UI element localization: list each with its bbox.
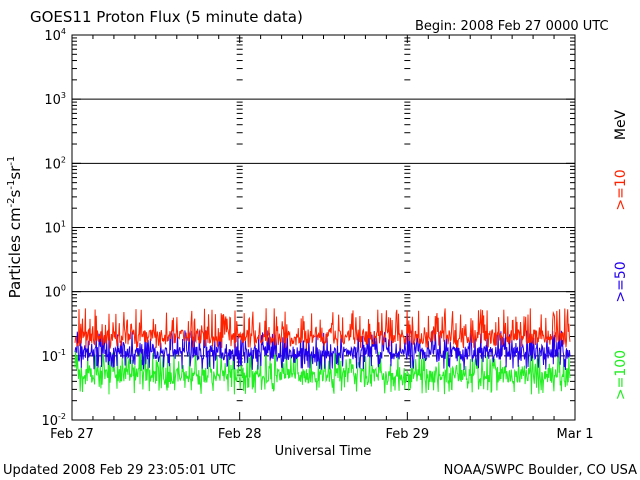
x-axis-label: Universal Time xyxy=(275,444,372,459)
series-line-ge50 xyxy=(74,329,571,371)
legend-unit: MeV xyxy=(613,109,629,140)
legend: MeV >=10 >=50 >=100 xyxy=(613,109,629,400)
chart-title: GOES11 Proton Flux (5 minute data) xyxy=(30,8,303,26)
y-tick-label: 101 xyxy=(44,220,66,237)
plot-grid xyxy=(71,34,576,421)
x-tick-label: Feb 27 xyxy=(50,427,94,442)
y-tick-label: 10-1 xyxy=(41,348,66,365)
y-tick-labels: 10-2 10-1 100 101 102 103 104 xyxy=(41,27,66,429)
y-tick-label: 10-2 xyxy=(41,412,66,429)
x-tick-labels: Feb 27 Feb 28 Feb 29 Mar 1 xyxy=(50,427,593,442)
x-tick-label: Feb 28 xyxy=(218,427,262,442)
y-tick-label: 100 xyxy=(44,284,66,301)
plot-frame xyxy=(71,34,576,421)
y-tick-label: 103 xyxy=(44,91,66,108)
y-tick-label: 104 xyxy=(44,27,66,44)
updated-timestamp: Updated 2008 Feb 29 23:05:01 UTC xyxy=(3,463,236,478)
x-tick-label: Feb 29 xyxy=(385,427,429,442)
series-layer xyxy=(74,308,571,395)
credit-label: NOAA/SWPC Boulder, CO USA xyxy=(444,463,637,478)
y-tick-label: 102 xyxy=(44,155,66,172)
legend-item-ge100: >=100 xyxy=(613,350,629,400)
series-line-ge10 xyxy=(74,308,571,349)
legend-item-ge10: >=10 xyxy=(613,169,629,210)
x-tick-label: Mar 1 xyxy=(557,427,594,442)
legend-item-ge50: >=50 xyxy=(613,261,629,302)
series-line-ge100 xyxy=(74,350,571,395)
begin-time-label: Begin: 2008 Feb 27 0000 UTC xyxy=(415,19,609,34)
y-axis-label: Particles cm-2s-1sr-1 xyxy=(6,156,24,299)
